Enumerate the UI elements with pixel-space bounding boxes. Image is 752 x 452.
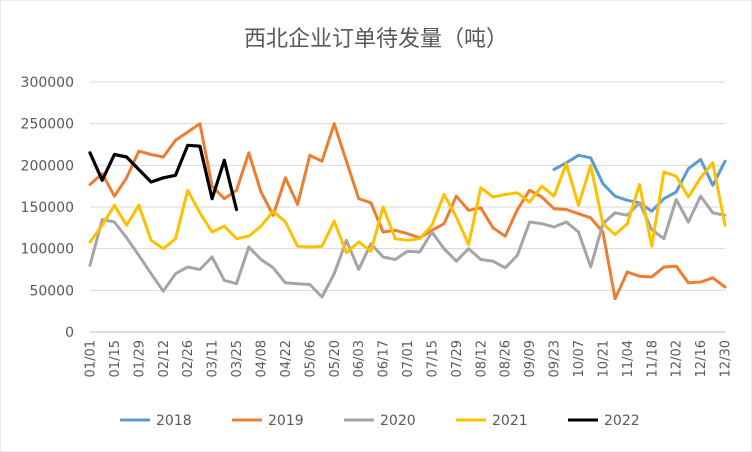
y-tick-label: 300000 [21, 75, 74, 91]
series-line-2022 [88, 143, 239, 212]
x-tick-label: 01/01 [84, 340, 99, 377]
legend-label-2021: 2021 [492, 413, 528, 429]
x-tick-label: 05/20 [328, 340, 343, 377]
y-tick-label: 150000 [21, 200, 74, 216]
x-tick-label: 09/09 [523, 340, 538, 377]
x-tick-label: 06/17 [377, 340, 392, 377]
x-tick-label: 10/21 [596, 340, 611, 377]
legend-label-2020: 2020 [380, 413, 416, 429]
series-line-2020 [88, 194, 727, 299]
y-tick-label: 0 [65, 325, 74, 341]
x-tick-label: 12/02 [670, 340, 685, 377]
x-tick-label: 12/16 [694, 340, 709, 377]
series-lines [88, 122, 727, 301]
x-tick-label: 09/23 [548, 340, 563, 377]
x-tick-label: 02/12 [157, 340, 172, 377]
y-tick-label: 200000 [21, 158, 74, 174]
x-tick-label: 01/15 [108, 340, 123, 377]
x-tick-label: 12/30 [719, 340, 734, 377]
x-tick-label: 07/15 [425, 340, 440, 377]
x-tick-label: 08/26 [499, 340, 514, 377]
y-tick-label: 100000 [21, 242, 74, 258]
series-line-2021 [88, 161, 727, 255]
x-tick-label: 04/08 [255, 340, 270, 377]
legend-label-2022: 2022 [604, 413, 640, 429]
x-tick-label: 01/29 [132, 340, 147, 377]
x-tick-label: 10/07 [572, 340, 587, 377]
x-tick-label: 03/11 [206, 340, 221, 377]
x-tick-label: 03/25 [230, 340, 245, 377]
x-tick-label: 07/01 [401, 340, 416, 377]
x-tick-label: 11/18 [645, 340, 660, 377]
x-tick-label: 11/04 [621, 340, 636, 377]
x-tick-label: 07/29 [450, 340, 465, 377]
x-tick-label: 08/12 [474, 340, 489, 377]
x-tick-label: 06/03 [352, 340, 367, 377]
x-axis: 01/01 01/15 01/29 02/12 02/26 03/11 03/25 04/08… [84, 340, 734, 377]
legend-label-2018: 2018 [156, 413, 192, 429]
y-tick-label: 50000 [29, 283, 74, 299]
x-tick-label: 05/06 [303, 340, 318, 377]
chart-title: 西北企业订单待发量（吨） [244, 27, 508, 52]
y-tick-label: 250000 [21, 117, 74, 133]
legend: 2018 2019 2020 2021 2022 [120, 413, 640, 429]
x-tick-label: 04/22 [279, 340, 294, 377]
legend-label-2019: 2019 [268, 413, 304, 429]
y-axis: 0 50000 100000 150000 200000 250000 300000 [21, 75, 74, 341]
series-line-2019 [88, 122, 727, 301]
x-tick-label: 02/26 [181, 340, 196, 377]
